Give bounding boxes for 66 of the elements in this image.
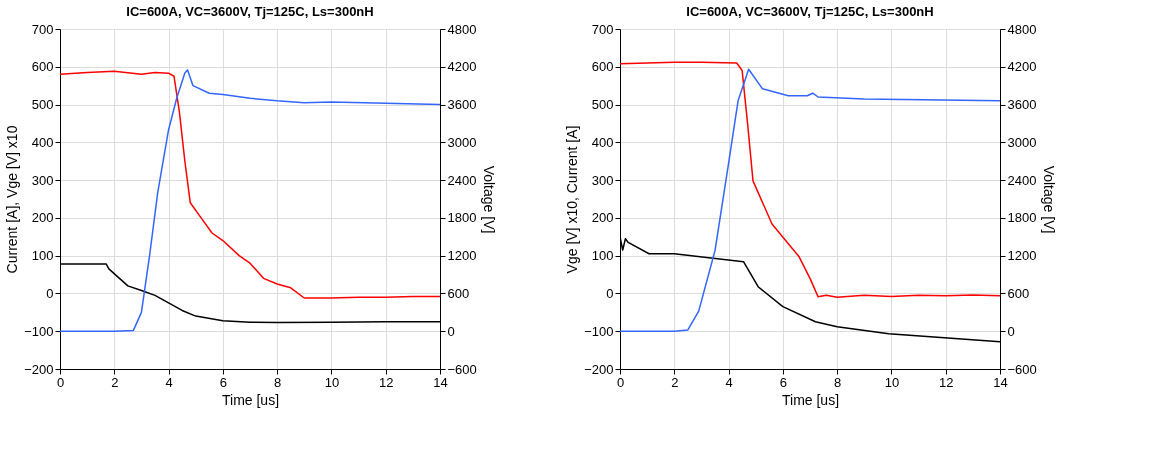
y-tick-label: 300 [31, 172, 54, 188]
x-tick-label: 4 [165, 374, 173, 390]
x-tick-label: 6 [779, 374, 787, 390]
y2-tick-label: 600 [1007, 285, 1030, 301]
y2-tick-label: 3600 [1007, 97, 1037, 113]
x-tick-label: 12 [938, 374, 954, 390]
x-tick-label: 2 [111, 374, 119, 390]
x-tick-label: 10 [884, 374, 900, 390]
line-series [620, 68, 1000, 332]
y2-tick-label: 2400 [1007, 172, 1037, 188]
y-tick-label: 200 [591, 210, 614, 226]
y2-tick-label: 1200 [1007, 248, 1037, 264]
y2-tick-label: −600 [447, 361, 477, 377]
x-axis-title: Time [us] [781, 391, 840, 408]
y2-tick-label: 0 [1007, 323, 1015, 339]
y2-tick-label: 4200 [447, 59, 477, 75]
y-tick-label: −100 [584, 323, 614, 339]
x-tick-label: 0 [616, 374, 625, 390]
y-tick-label: 400 [591, 134, 614, 150]
y-tick-label: 0 [46, 285, 54, 301]
y2-axis-title: Voltage [V] [1040, 165, 1057, 234]
y-tick-label: 700 [31, 21, 54, 37]
y-tick-label: −200 [584, 361, 614, 377]
y2-tick-label: 0 [447, 323, 455, 339]
y-tick-label: 200 [31, 210, 54, 226]
y2-tick-label: 2400 [447, 172, 477, 188]
y2-tick-label: 600 [447, 285, 470, 301]
y2-tick-label: 3000 [1007, 134, 1037, 150]
x-axis-title: Time [us] [221, 391, 280, 408]
y-tick-label: 700 [591, 21, 614, 37]
line-series [620, 61, 1000, 298]
x-tick-label: 0 [56, 374, 65, 390]
y-tick-label: 100 [31, 248, 54, 264]
y2-tick-label: 4800 [1007, 21, 1037, 37]
x-tick-label: 8 [274, 374, 282, 390]
x-tick-label: 2 [671, 374, 679, 390]
y-tick-label: 600 [591, 59, 614, 75]
y2-tick-label: −600 [1007, 361, 1037, 377]
y-tick-label: −100 [24, 323, 54, 339]
y-tick-label: 600 [31, 59, 54, 75]
chart-title: IC=600A, VC=3600V, Tj=125C, Ls=300nH [126, 4, 374, 19]
y-tick-label: 100 [591, 248, 614, 264]
y2-tick-label: 3000 [447, 134, 477, 150]
y-tick-label: −200 [24, 361, 54, 377]
y-axis-title: Vge [V] x10, Current [A] [564, 125, 581, 274]
y-tick-label: 400 [31, 134, 54, 150]
y-tick-label: 500 [591, 97, 614, 113]
x-tick-label: 10 [324, 374, 340, 390]
y-tick-label: 0 [606, 285, 614, 301]
y2-axis-title: Voltage [V] [480, 165, 497, 234]
x-tick-label: 14 [433, 374, 448, 390]
y2-tick-label: 4800 [447, 21, 477, 37]
y2-tick-label: 1200 [447, 248, 477, 264]
y-tick-label: 500 [31, 97, 54, 113]
y2-tick-label: 4200 [1007, 59, 1037, 75]
y2-tick-label: 1800 [1007, 210, 1037, 226]
x-tick-label: 14 [993, 374, 1008, 390]
y-axis-title: Current [A], Vge [V] x10 [4, 125, 21, 274]
x-tick-label: 6 [219, 374, 227, 390]
chart-title: IC=600A, VC=3600V, Tj=125C, Ls=300nH [686, 4, 934, 19]
x-tick-label: 12 [378, 374, 394, 390]
y2-tick-label: 3600 [447, 97, 477, 113]
y2-tick-label: 1800 [447, 210, 477, 226]
x-tick-label: 8 [834, 374, 842, 390]
x-tick-label: 4 [725, 374, 733, 390]
y-tick-label: 300 [591, 172, 614, 188]
